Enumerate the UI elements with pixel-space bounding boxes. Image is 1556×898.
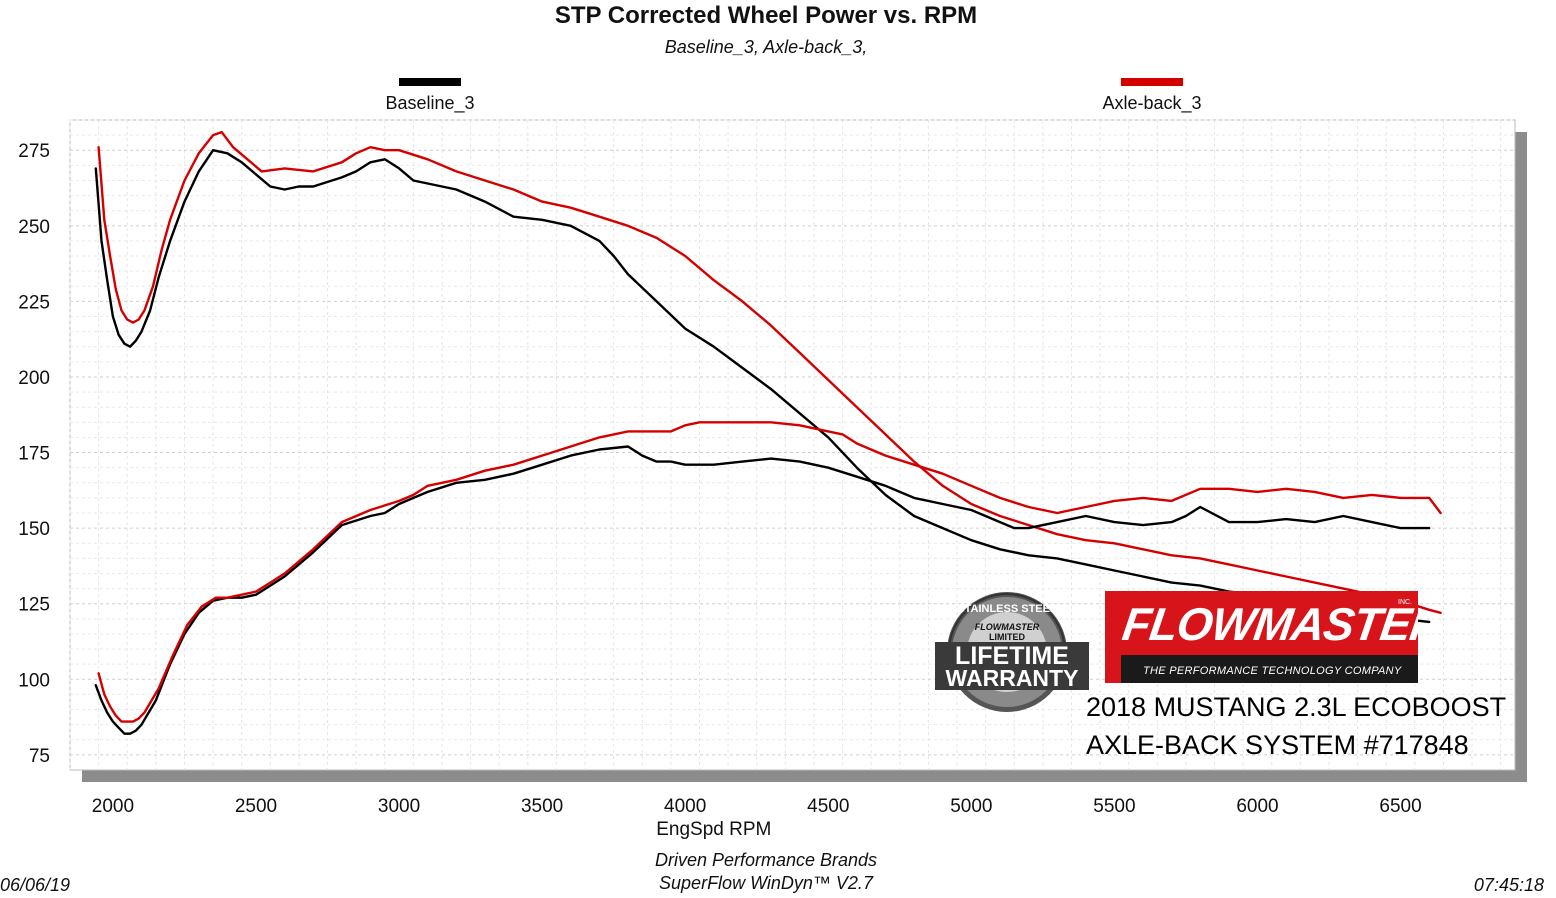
x-tick-label: 6000 xyxy=(1236,796,1278,817)
legend-entry-baseline: Baseline_3 xyxy=(320,78,540,114)
y-tick-label: 275 xyxy=(18,141,50,162)
y-tick-label: 200 xyxy=(18,368,50,389)
y-tick-label: 100 xyxy=(18,670,50,691)
y-tick-label: 225 xyxy=(18,292,50,313)
warranty-badge-icon: STAINLESS STEEL FLOWMASTER LIMITED LIFET… xyxy=(935,592,1089,712)
series-line-axle-back-3-power xyxy=(97,421,1442,723)
chart-title: STP Corrected Wheel Power vs. RPM xyxy=(554,2,978,29)
x-tick-label: 4500 xyxy=(807,796,849,817)
x-tick-label: 4000 xyxy=(664,796,706,817)
legend-swatch-baseline xyxy=(399,78,461,86)
badge-mid-text: LIMITED xyxy=(989,632,1025,642)
series-line-baseline-3-torque xyxy=(94,148,1431,624)
x-tick-label: 3000 xyxy=(378,796,420,817)
legend-entry-axleback: Axle-back_3 xyxy=(1042,78,1262,114)
badge-top-text: STAINLESS STEEL xyxy=(957,603,1057,615)
x-axis-label: EngSpd RPM xyxy=(656,819,771,840)
x-tick-label: 6500 xyxy=(1379,796,1421,817)
badge-brand-text: FLOWMASTER xyxy=(975,622,1040,632)
badge-line2-text: WARRANTY xyxy=(946,665,1079,691)
badge-line1-text: LIFETIME xyxy=(955,642,1069,670)
flowmaster-logo: FLOWMASTER THE PERFORMANCE TECHNOLOGY CO… xyxy=(1105,591,1418,683)
logo-band xyxy=(1121,655,1418,683)
y-tick-label: 75 xyxy=(29,746,50,767)
x-tick-label: 2000 xyxy=(92,796,134,817)
y-tick-label: 250 xyxy=(18,217,50,238)
x-tick-label: 3500 xyxy=(521,796,563,817)
y-tick-label: 125 xyxy=(18,595,50,616)
footer-company: Driven Performance Brands xyxy=(654,850,878,870)
series-line-axle-back-3-torque xyxy=(97,130,1442,614)
footer-software: SuperFlow WinDyn™ V2.7 xyxy=(659,873,873,893)
y-tick-label: 175 xyxy=(18,444,50,465)
y-tick-label: 150 xyxy=(18,519,50,540)
x-tick-label: 5500 xyxy=(1093,796,1135,817)
footer-time: 07:45:18 xyxy=(1473,875,1544,895)
legend-label-axleback: Axle-back_3 xyxy=(1102,93,1202,113)
caption-line-1: 2018 MUSTANG 2.3L ECOBOOST xyxy=(1086,692,1507,722)
logo-inc: INC. xyxy=(1398,599,1412,606)
legend-label-baseline: Baseline_3 xyxy=(385,93,475,113)
logo-tagline: THE PERFORMANCE TECHNOLOGY COMPANY xyxy=(1143,665,1402,677)
logo-brand: FLOWMASTER xyxy=(1119,598,1418,650)
x-tick-label: 5000 xyxy=(950,796,992,817)
chart-subtitle: Baseline_3, Axle-back_3, xyxy=(664,37,868,57)
x-tick-label: 2500 xyxy=(235,796,277,817)
footer-date: 06/06/19 xyxy=(0,875,71,895)
caption-line-2: AXLE-BACK SYSTEM #717848 xyxy=(1086,730,1469,760)
series-line-baseline-3-power xyxy=(94,445,1431,735)
legend-swatch-axleback xyxy=(1121,78,1183,86)
